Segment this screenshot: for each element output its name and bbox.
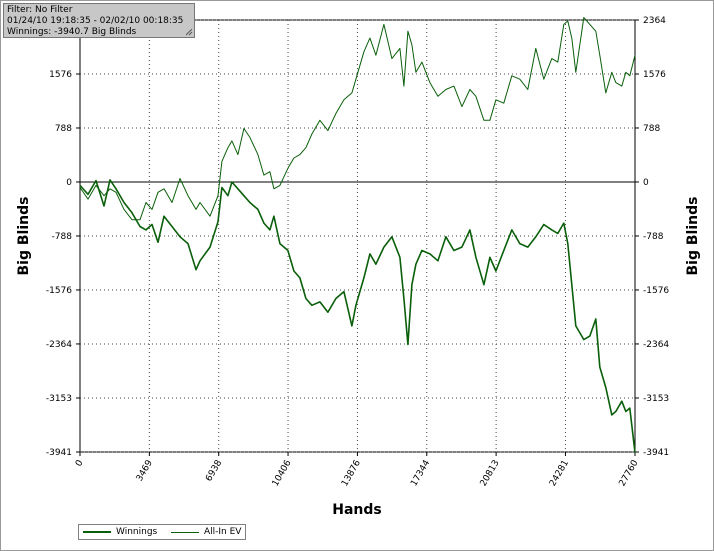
grid-lines (80, 19, 635, 453)
y-axis-title-left: Big Blinds (16, 197, 32, 276)
y-tick-label-right: -2364 (643, 340, 669, 350)
x-tick-label: 6938 (204, 458, 224, 483)
y-tick-label-left: -788 (52, 232, 73, 242)
y-tick-label-right: 0 (643, 178, 649, 188)
y-tick-label-left: -3153 (46, 394, 72, 404)
legend-item-allin-ev: All-In EV (171, 525, 241, 539)
winnings-text: Winnings: -3940.7 Big Blinds (7, 27, 137, 37)
x-tick-label: 27760 (618, 458, 641, 488)
legend-label-allin-ev: All-In EV (204, 527, 242, 537)
y-tick-label-left: 1576 (49, 70, 72, 80)
y-tick-label-right: 788 (643, 124, 660, 134)
resize-grip-icon[interactable] (186, 29, 193, 36)
legend-swatch-winnings (83, 531, 111, 533)
x-axis-title: Hands (332, 502, 382, 518)
y-tick-label-right: 1576 (643, 70, 666, 80)
y-axis-title-right: Big Blinds (685, 197, 701, 276)
chart-legend: Winnings All-In EV (78, 524, 246, 540)
y-tick-label-right: -1576 (643, 286, 669, 296)
legend-item-winnings: Winnings (83, 525, 157, 539)
series-line-winnings (79, 179, 636, 453)
y-tick-label-left: -1576 (46, 286, 72, 296)
series-lines (79, 17, 636, 453)
x-tick-label: 3469 (135, 458, 155, 483)
y-tick-label-left: -2364 (46, 340, 72, 350)
y-tick-label-right: 2364 (643, 16, 666, 26)
x-tick-label: 17344 (409, 458, 432, 488)
x-tick-label: 10406 (271, 458, 294, 488)
date-range-text: 01/24/10 19:18:35 - 02/02/10 00:18:35 (7, 16, 184, 26)
y-tick-label-right: -3941 (643, 448, 669, 458)
filter-text: Filter: No Filter (7, 5, 73, 15)
series-line-allin-ev (79, 17, 636, 221)
legend-swatch-allin-ev (171, 531, 199, 533)
x-tick-label: 0 (74, 458, 86, 468)
x-tick-label: 20813 (479, 459, 502, 489)
x-tick-label: 13876 (340, 458, 363, 488)
x-tick-label: 24281 (548, 459, 571, 489)
y-tick-label-left: 788 (55, 124, 72, 134)
y-tick-label-left: -3941 (46, 448, 72, 458)
y-tick-label-right: -3153 (643, 394, 669, 404)
info-box[interactable]: Filter: No Filter 01/24/10 19:18:35 - 02… (3, 3, 195, 38)
y-tick-label-left: 0 (66, 178, 72, 188)
y-tick-label-right: -788 (643, 232, 664, 242)
legend-label-winnings: Winnings (116, 527, 158, 537)
